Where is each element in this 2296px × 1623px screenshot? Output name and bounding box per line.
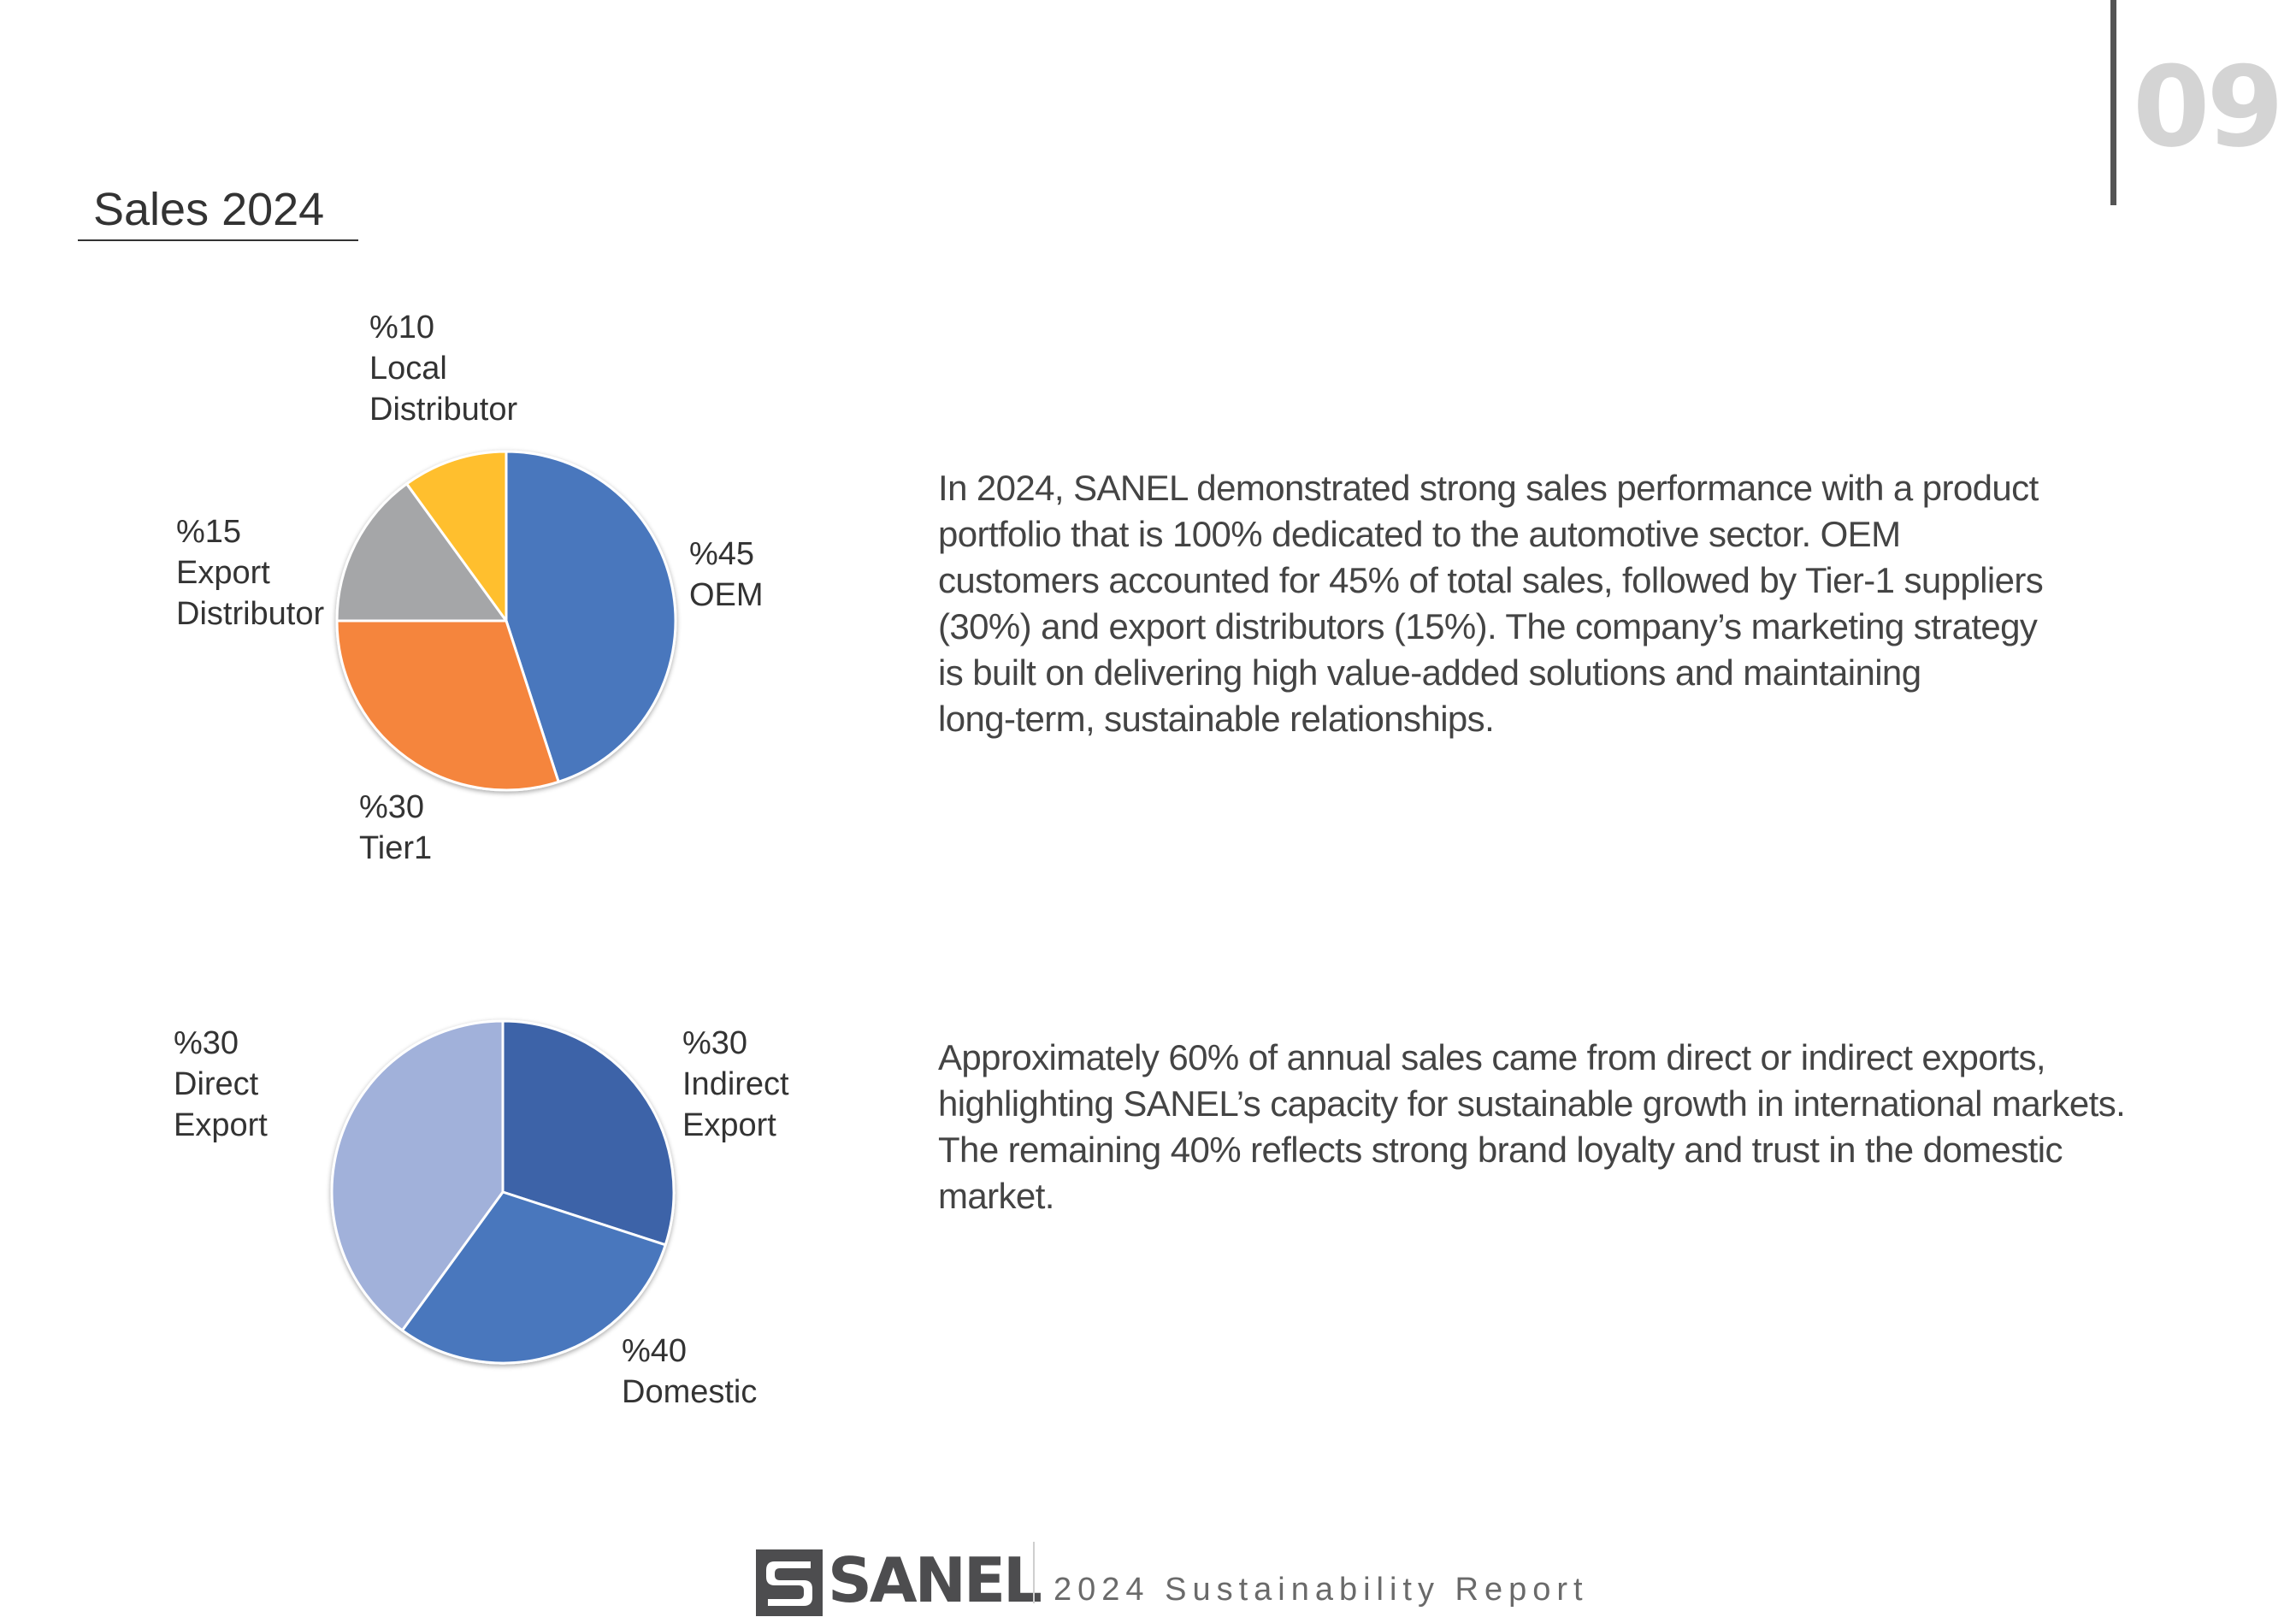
pie2-label-indirect-export-name-1: Indirect xyxy=(682,1066,789,1102)
pie1-label-oem-value: %45 xyxy=(689,536,755,572)
sales-channel-paragraph: In 2024, SANEL demonstrated strong sales… xyxy=(938,465,2044,742)
report-title: 2024 Sustainability Report xyxy=(1054,1572,1589,1608)
pie2-slice-indirect-export xyxy=(501,1019,676,1247)
pie1-label-export-distributor: %15 Export Distributor xyxy=(176,511,324,634)
pie1-label-export-distributor-name-1: Export xyxy=(176,555,270,591)
pie1-label-local-distributor-name-1: Local xyxy=(369,351,447,387)
paragraph-line: highlighting SANEL’s capacity for sustai… xyxy=(938,1083,2126,1124)
page-number-rule xyxy=(2110,0,2116,205)
pie2-label-domestic-name: Domestic xyxy=(622,1374,758,1410)
pie1-label-tier1-value: %30 xyxy=(359,789,425,825)
pie1-label-export-distributor-name-2: Distributor xyxy=(176,596,325,632)
pie2-label-direct-export-name-2: Export xyxy=(174,1107,268,1143)
pie1-label-tier1-name: Tier1 xyxy=(359,830,433,866)
pie1-label-export-distributor-value: %15 xyxy=(176,514,242,550)
paragraph-line: is built on delivering high value-added … xyxy=(938,652,1921,693)
paragraph-line: customers accounted for 45% of total sal… xyxy=(938,560,2044,600)
pie1-label-local-distributor-value: %10 xyxy=(369,310,435,345)
paragraph-line: The remaining 40% reflects strong brand … xyxy=(938,1130,2063,1170)
paragraph-line: (30%) and export distributors (15%). The… xyxy=(938,606,2038,646)
paragraph-line: In 2024, SANEL demonstrated strong sales… xyxy=(938,468,2039,508)
pie1-slice-tier1 xyxy=(335,619,560,792)
pie1-slice-export-distributor xyxy=(335,482,508,623)
pie1-label-local-distributor-name-2: Distributor xyxy=(369,392,518,428)
export-domestic-pie-chart xyxy=(330,1019,676,1365)
paragraph-line: portfolio that is 100% dedicated to the … xyxy=(938,514,1901,554)
pie1-label-oem: %45 OEM xyxy=(689,534,764,616)
pie2-label-direct-export: %30 Direct Export xyxy=(174,1023,268,1146)
pie1-label-tier1: %30 Tier1 xyxy=(359,787,432,869)
pie1-label-oem-name: OEM xyxy=(689,577,764,613)
export-paragraph: Approximately 60% of annual sales came f… xyxy=(938,1035,2126,1219)
pie2-label-direct-export-name-1: Direct xyxy=(174,1066,259,1102)
pie2-label-domestic-value: %40 xyxy=(622,1333,688,1369)
pie2-label-domestic: %40 Domestic xyxy=(622,1331,757,1413)
pie1-slice-local-distributor xyxy=(405,450,508,623)
pie2-slice-domestic xyxy=(400,1190,667,1365)
pie2-label-indirect-export-value: %30 xyxy=(682,1025,748,1061)
brand-name: SANEL xyxy=(828,1544,1042,1616)
pie2-slice-direct-export xyxy=(330,1019,505,1332)
pie1-label-local-distributor: %10 Local Distributor xyxy=(369,307,517,430)
paragraph-line: market. xyxy=(938,1176,1054,1216)
page-number: 09 xyxy=(2133,42,2284,172)
sanel-s-logo-icon xyxy=(756,1549,823,1616)
pie2-label-direct-export-value: %30 xyxy=(174,1025,239,1061)
sales-channel-pie-chart xyxy=(335,450,677,792)
paragraph-line: long-term, sustainable relationships. xyxy=(938,699,1495,739)
pie1-slice-oem xyxy=(505,450,677,783)
pie2-label-indirect-export: %30 Indirect Export xyxy=(682,1023,789,1146)
section-title-underline xyxy=(78,239,358,241)
footer-divider xyxy=(1033,1542,1035,1603)
pie2-label-indirect-export-name-2: Export xyxy=(682,1107,776,1143)
paragraph-line: Approximately 60% of annual sales came f… xyxy=(938,1037,2046,1077)
section-title: Sales 2024 xyxy=(93,184,325,235)
